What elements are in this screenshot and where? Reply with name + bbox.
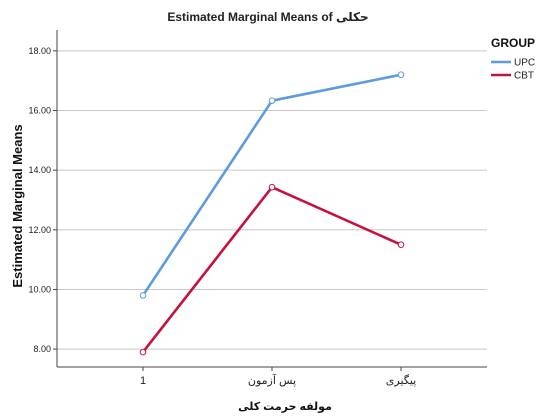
y-tick-label: 16.00 <box>28 106 51 116</box>
y-tick-label: 18.00 <box>28 46 51 56</box>
data-point-upc <box>268 97 276 104</box>
chart-title: Estimated Marginal Means of حکلی <box>167 10 368 24</box>
data-point-cbt <box>268 183 276 191</box>
legend-label-cbt: CBT <box>514 71 534 82</box>
x-tick-label: پس آزمون <box>248 373 296 387</box>
axes <box>56 30 487 368</box>
data-point-upc <box>139 292 147 299</box>
y-axis-label: Estimated Marginal Means <box>10 124 25 287</box>
x-axis-label: مولفه حرمت کلی <box>238 401 332 413</box>
series-line-cbt <box>141 185 402 353</box>
legend-label-upc: UPC <box>514 58 535 69</box>
data-point-upc <box>397 71 405 79</box>
series-lines <box>139 71 405 356</box>
y-tick-label: 8.00 <box>33 344 51 354</box>
y-tick-label: 12.00 <box>28 225 51 235</box>
legend-title: GROUP <box>491 36 535 50</box>
data-point-cbt <box>139 348 147 356</box>
gridlines <box>57 50 487 350</box>
data-point-cbt <box>397 241 405 249</box>
legend: GROUP UPC CBT <box>491 36 535 82</box>
y-tick-label: 14.00 <box>28 165 51 175</box>
y-tick-label: 10.00 <box>28 284 51 294</box>
x-tick-label: 1 <box>140 375 146 387</box>
x-tick-labels: 1 پس آزمون پیگیری <box>140 367 416 387</box>
x-tick-label: پیگیری <box>386 374 416 387</box>
y-tick-labels: 8.00 10.00 12.00 14.00 16.00 18.00 <box>28 46 57 354</box>
